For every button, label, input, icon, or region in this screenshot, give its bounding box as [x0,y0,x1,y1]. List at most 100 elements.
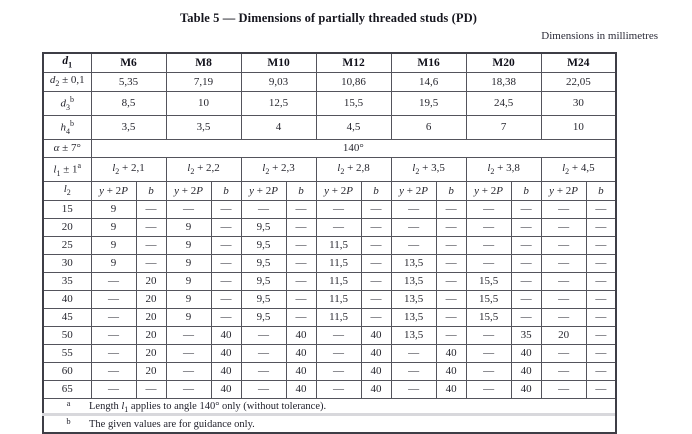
document-page: Table 5 — Dimensions of partially thread… [42,11,658,434]
table-cell: — [435,254,467,274]
body-row-l2-35: 35—20 9—9,5—11,5—13,5—15,5— — — [42,272,617,292]
spec-value-d3-m10: 12,5 [240,91,317,117]
footnote-a: a Length l1 applies to angle 140° only (w… [45,398,614,418]
dimensions-table-body: d1 M6 M8 M10 M12 M16 M20 M24 d2 ± 0,1 5,35 7,19 9,0… [42,52,617,434]
table-cell: 40 [285,344,317,364]
table-cell: — [135,200,167,220]
table-cell: 13,5 [390,326,437,346]
subcol-header-b-m24: b [585,181,617,202]
table-cell: — [435,326,467,346]
table-cell: 13,5 [390,254,437,274]
alpha-value: 140° [90,139,617,159]
table-cell: 11,5 [315,290,362,310]
table-cell: — [435,236,467,256]
body-row-l2-60: 60—20—40—40—40—40—40— — [42,362,617,382]
subcol-header-b-m16: b [435,181,467,202]
table-cell: 11,5 [315,236,362,256]
table-cell: — [390,200,437,220]
l1-formula-m6: l2 + 2,1 [90,157,167,183]
table-cell: — [585,272,617,292]
corner-header-d1: d1 [42,52,92,74]
table-title: Table 5 — Dimensions of partially thread… [180,11,477,25]
table-cell: 9,5 [240,272,287,292]
table-cell: — [135,218,167,238]
body-row-l2-65: 65— — —40—40—40—40—40— — [42,380,617,400]
subheader-row: l2 y + 2P b y + 2P b y + 2P b y + 2P b y + 2P b y +… [42,181,617,202]
size-header-m6: M6 [90,52,167,74]
table-cell: — [510,200,542,220]
table-cell: 40 [510,344,542,364]
table-cell: 9,5 [240,218,287,238]
spec-value-d2-m12: 10,86 [315,72,392,93]
l2-value: 40 [42,290,92,310]
table-cell: — [390,344,437,364]
table-cell: — [90,308,137,328]
table-cell: — [285,218,317,238]
table-cell: — [210,290,242,310]
footnote-marker-a: a [66,398,71,409]
row-label-d2: d2 ± 0,1 [42,72,92,93]
table-cell: — [510,308,542,328]
table-cell: — [210,254,242,274]
table-cell: 35 [510,326,542,346]
table-cell: 15,5 [465,308,512,328]
table-cell: 13,5 [390,272,437,292]
size-header-m20: M20 [465,52,542,74]
table-cell: — [585,254,617,274]
body-row-l2-30: 30 9—9—9,5—11,5—13,5— — — — — [42,254,617,274]
table-cell: — [285,272,317,292]
row-label-d3: d3b [42,91,92,117]
table-cell: — [540,362,587,382]
table-cell: 40 [360,380,392,400]
spec-value-d3-m24: 30 [540,91,617,117]
subcol-header-b-m20: b [510,181,542,202]
table-cell: 40 [510,380,542,400]
table-cell: — [210,236,242,256]
spec-value-h4-m24: 10 [540,115,617,141]
table-cell: — [465,380,512,400]
footnote-box: a Length l1 applies to angle 140° only (w… [42,398,617,434]
subcol-header-y2p-m10: y + 2P [240,181,287,202]
table-cell: — [510,272,542,292]
table-cell: — [435,218,467,238]
spec-value-d3-m16: 19,5 [390,91,467,117]
row-label-l1: l1 ± 1a [42,157,92,183]
table-cell: — [315,326,362,346]
table-cell: — [315,344,362,364]
row-label-l2: l2 [42,181,92,202]
table-cell: — [435,290,467,310]
spec-value-d2-m8: 7,19 [165,72,242,93]
spec-value-d2-m16: 14,6 [390,72,467,93]
table-cell: — [360,218,392,238]
footnote-text-b: The given values are for guidance only. [89,419,255,431]
table-cell: 20 [135,308,167,328]
table-cell: 40 [210,380,242,400]
table-cell: 40 [435,362,467,382]
table-cell: 9 [90,236,137,256]
footnote-marker-b: b [66,416,71,427]
l2-value: 35 [42,272,92,292]
l2-value: 25 [42,236,92,256]
table-cell: 40 [210,326,242,346]
table-cell: 40 [360,326,392,346]
table-cell: — [540,308,587,328]
subcol-header-y2p-m12: y + 2P [315,181,362,202]
l2-value: 55 [42,344,92,364]
row-label-alpha: α ± 7° [42,139,92,159]
table-cell: — [360,254,392,274]
table-cell: — [585,326,617,346]
table-cell: — [465,326,512,346]
table-cell: — [360,272,392,292]
subcol-header-b-m12: b [360,181,392,202]
table-cell: — [165,326,212,346]
table-cell: 11,5 [315,272,362,292]
subcol-header-y2p-m8: y + 2P [165,181,212,202]
table-cell: 13,5 [390,290,437,310]
subcol-header-y2p-m20: y + 2P [465,181,512,202]
spec-value-h4-m12: 4,5 [315,115,392,141]
table-cell: — [165,200,212,220]
size-header-m24: M24 [540,52,617,74]
table-cell: — [360,308,392,328]
table-cell: — [285,254,317,274]
size-header-m10: M10 [240,52,317,74]
